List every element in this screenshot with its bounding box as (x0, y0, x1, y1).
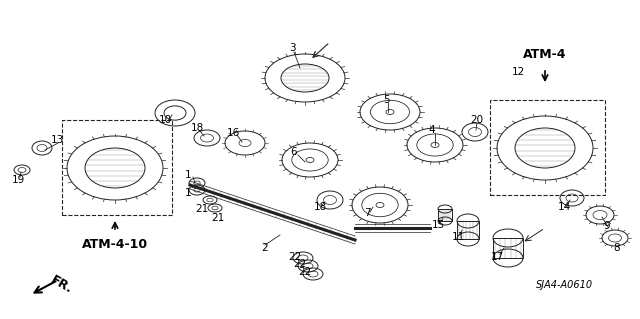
Bar (490, 100, 605, 195)
Text: 11: 11 (451, 232, 465, 242)
Text: 10: 10 (159, 115, 172, 125)
Text: 12: 12 (511, 67, 525, 77)
Text: 8: 8 (614, 243, 620, 253)
Text: 18: 18 (314, 202, 326, 212)
Text: 22: 22 (298, 267, 312, 277)
Text: 21: 21 (195, 204, 209, 214)
Text: 9: 9 (604, 221, 611, 231)
Text: ATM-4: ATM-4 (524, 48, 567, 62)
Text: 13: 13 (51, 135, 63, 145)
Text: 17: 17 (490, 252, 504, 262)
Bar (457, 221, 479, 239)
Text: 18: 18 (190, 123, 204, 133)
Text: 16: 16 (227, 128, 239, 138)
Text: 22: 22 (293, 259, 307, 269)
Bar (62, 120, 172, 215)
Bar (493, 238, 523, 258)
Bar (438, 209, 452, 221)
Text: 21: 21 (211, 213, 225, 223)
Text: 20: 20 (470, 115, 484, 125)
Text: 6: 6 (291, 147, 298, 157)
Text: ATM-4-10: ATM-4-10 (82, 239, 148, 251)
Text: 19: 19 (12, 175, 24, 185)
Text: 22: 22 (289, 252, 301, 262)
Text: FR.: FR. (48, 274, 74, 296)
Text: 4: 4 (429, 125, 435, 135)
Text: 15: 15 (431, 220, 445, 230)
Text: 1: 1 (185, 170, 191, 180)
Text: 1: 1 (185, 188, 191, 198)
Text: 14: 14 (557, 202, 571, 212)
Text: 7: 7 (364, 208, 371, 218)
Text: 2: 2 (262, 243, 268, 253)
Text: SJA4-A0610: SJA4-A0610 (536, 280, 593, 290)
Text: 5: 5 (384, 95, 390, 105)
Text: 3: 3 (289, 43, 295, 53)
